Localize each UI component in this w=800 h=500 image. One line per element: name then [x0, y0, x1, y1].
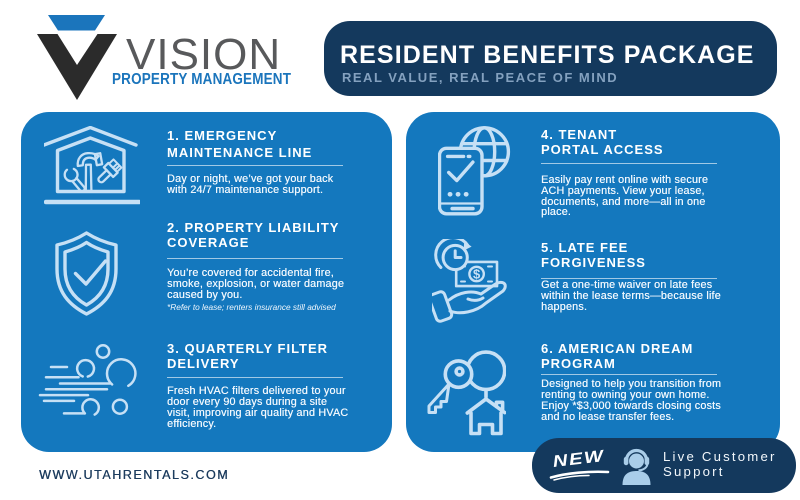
svg-text:$: $	[473, 267, 481, 282]
